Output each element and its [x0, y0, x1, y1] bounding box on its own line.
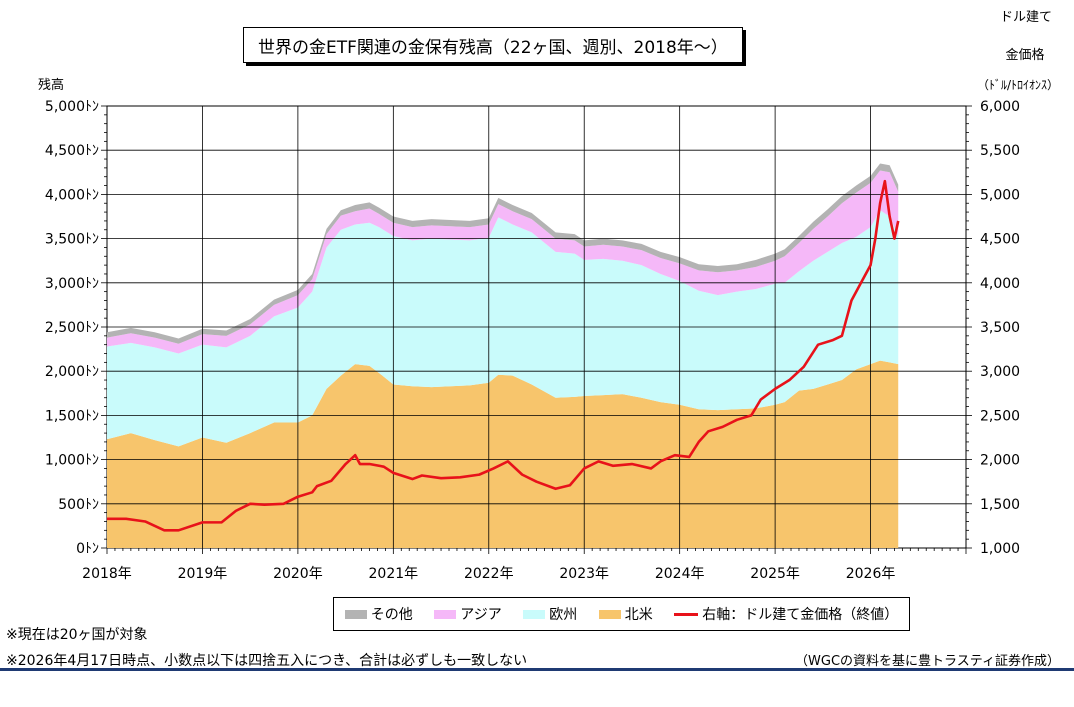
right-tick-label: 5,000	[980, 187, 1020, 203]
right-tick-label: 2,500	[980, 408, 1020, 424]
right-axis-title-line3: （ﾄﾞﾙ/ﾄﾛｲｵﾝｽ）	[976, 78, 1060, 92]
left-tick-label: 0ﾄﾝ	[76, 541, 99, 557]
right-axis-title-line1: ドル建て	[1000, 10, 1053, 25]
legend-item-gold-price: 右軸：ドル建て金価格（終値）	[674, 604, 898, 624]
x-tick-label: 2021年	[369, 566, 419, 582]
right-axis-title-line2: 金価格	[1005, 48, 1045, 63]
legend-item-other: その他	[344, 604, 413, 624]
legend-label-gold-price: 右軸：ドル建て金価格（終値）	[702, 607, 899, 623]
right-tick-label: 1,500	[980, 497, 1020, 513]
legend-item-asia: アジア	[434, 604, 502, 624]
legend-item-europe: 欧州	[523, 604, 577, 624]
x-tick-label: 2023年	[559, 566, 609, 582]
x-tick-label: 2024年	[655, 566, 705, 582]
left-tick-label: 4,500ﾄﾝ	[45, 143, 99, 159]
left-tick-label: 4,000ﾄﾝ	[45, 187, 99, 203]
left-axis-title: 残高	[38, 78, 65, 93]
x-tick-label: 2025年	[750, 566, 800, 582]
legend-swatch-europe	[523, 609, 546, 619]
right-tick-label: 3,000	[980, 364, 1020, 380]
legend-label-other: その他	[370, 607, 413, 623]
x-tick-label: 2018年	[82, 566, 132, 582]
area-asia	[107, 170, 899, 354]
legend-label-north-america: 北米	[624, 607, 653, 623]
footnote-1: ※現在は20ヶ国が対象	[6, 627, 148, 643]
x-tick-label: 2026年	[846, 566, 896, 582]
area-north-america	[107, 360, 899, 548]
chart-legend: その他 アジア 欧州 北米 右軸：ドル建て金価格（終値）	[333, 597, 910, 631]
legend-label-asia: アジア	[460, 607, 502, 623]
right-tick-label: 2,000	[980, 453, 1020, 469]
source-note: （WGCの資料を基に豊トラスティ証券作成）	[795, 654, 1060, 669]
left-tick-label: 500ﾄﾝ	[58, 497, 99, 513]
legend-swatch-asia	[434, 609, 457, 619]
legend-swatch-north-america	[598, 609, 621, 619]
x-tick-label: 2020年	[273, 566, 323, 582]
right-tick-label: 4,000	[980, 276, 1020, 292]
left-tick-label: 2,500ﾄﾝ	[45, 320, 99, 336]
right-tick-label: 6,000	[980, 99, 1020, 115]
footnote-2: ※2026年4月17日時点、小数点以下は四捨五入につき、合計は必ずしも一致しない	[6, 653, 528, 669]
area-europe	[107, 210, 899, 447]
gold-price-line	[107, 179, 900, 532]
legend-label-europe: 欧州	[549, 607, 578, 623]
left-tick-label: 3,500ﾄﾝ	[45, 232, 99, 248]
left-tick-label: 1,500ﾄﾝ	[45, 408, 99, 424]
legend-swatch-gold-price	[674, 612, 699, 616]
x-tick-label: 2019年	[178, 566, 228, 582]
left-tick-label: 3,000ﾄﾝ	[45, 276, 99, 292]
right-tick-label: 5,500	[980, 143, 1020, 159]
x-tick-label: 2022年	[464, 566, 514, 582]
legend-item-north-america: 北米	[598, 604, 653, 624]
left-tick-label: 1,000ﾄﾝ	[45, 453, 99, 469]
left-tick-label: 2,000ﾄﾝ	[45, 364, 99, 380]
left-tick-label: 5,000ﾄﾝ	[45, 99, 99, 115]
right-tick-label: 4,500	[980, 232, 1020, 248]
chart-title: 世界の金ETF関連の金保有残高（22ヶ国、週別、2018年～）	[243, 27, 743, 63]
legend-swatch-other	[344, 609, 367, 619]
bottom-rule	[0, 668, 1074, 671]
right-tick-label: 1,000	[980, 541, 1020, 557]
right-tick-label: 3,500	[980, 320, 1020, 336]
